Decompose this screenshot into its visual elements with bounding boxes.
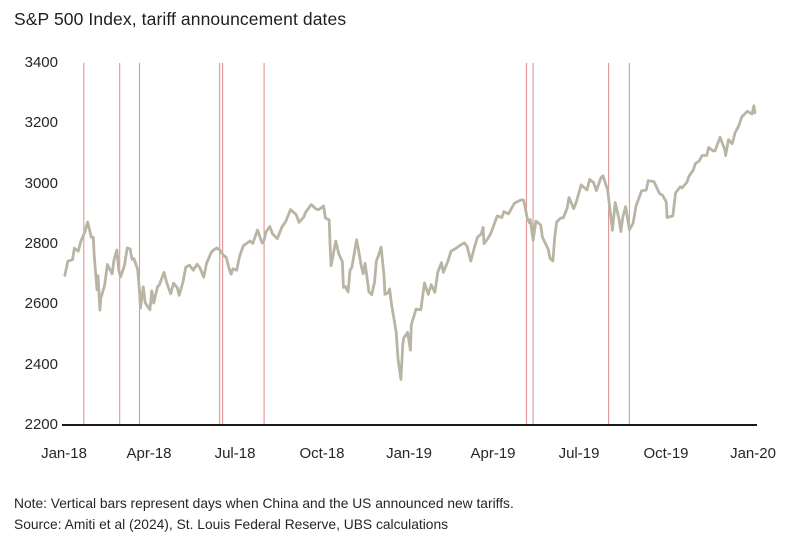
chart-title: S&P 500 Index, tariff announcement dates (14, 9, 347, 29)
x-axis-tick-label: Jul-19 (558, 445, 600, 462)
y-axis-tick-label: 2600 (24, 295, 58, 312)
x-axis-tick-label: Jan-20 (730, 445, 776, 462)
x-axis-tick-label: Oct-19 (643, 445, 689, 462)
y-axis-tick-label: 2200 (24, 416, 58, 433)
x-axis-tick-label: Jul-18 (214, 445, 256, 462)
source-line: Source: Amiti et al (2024), St. Louis Fe… (14, 517, 449, 532)
footnote: Note: Vertical bars represent days when … (14, 496, 514, 511)
sp500-series-line (63, 104, 757, 381)
y-axis-tick-label: 3000 (24, 175, 58, 192)
y-axis-tick-label: 2400 (24, 356, 58, 373)
y-axis-tick-label: 3400 (24, 54, 58, 71)
x-axis-tick-label: Apr-19 (470, 445, 516, 462)
y-axis-tick-label: 2800 (24, 235, 58, 252)
x-axis-tick-label: Oct-18 (299, 445, 345, 462)
x-axis-tick-label: Jan-19 (386, 445, 432, 462)
x-axis-tick-label: Jan-18 (41, 445, 87, 462)
y-axis-tick-label: 3200 (24, 114, 58, 131)
x-axis-tick-label: Apr-18 (126, 445, 172, 462)
